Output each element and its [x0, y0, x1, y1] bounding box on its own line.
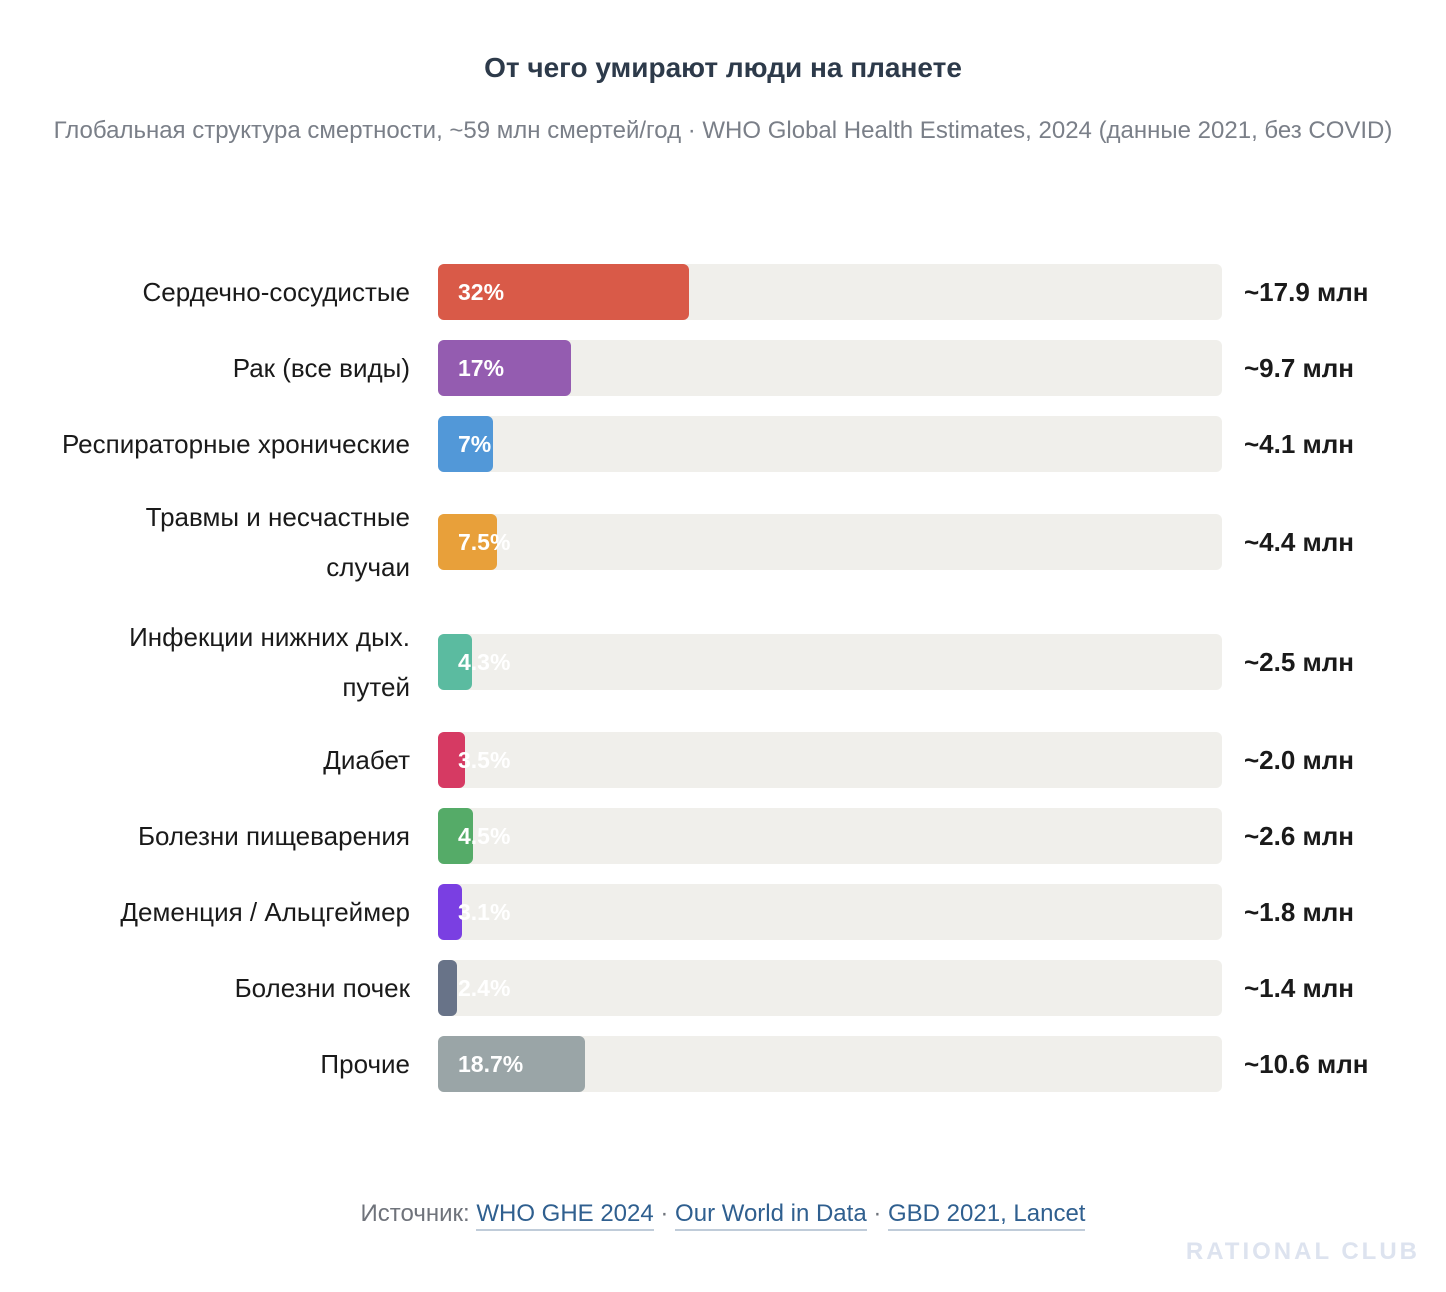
absolute-value-label: ~1.4 млн: [1244, 972, 1355, 1003]
bar: [438, 634, 472, 690]
percent-label: 18.7%: [458, 1051, 524, 1077]
bar-track: 18.7%: [438, 1036, 1222, 1092]
absolute-value-label: ~4.4 млн: [1244, 526, 1355, 557]
absolute-value-label: ~2.5 млн: [1244, 646, 1355, 677]
category-label: Диабет: [323, 745, 410, 775]
percent-label: 7.5%: [458, 529, 511, 555]
bar-row: Деменция / Альцгеймер 3.1% ~1.8 млн: [0, 884, 1446, 940]
category-label: Сердечно-сосудистые: [142, 277, 410, 307]
bar-row: Сердечно-сосудистые 32% ~17.9 млн: [0, 264, 1446, 320]
bar: [438, 884, 463, 940]
percent-label: 32%: [458, 279, 505, 305]
percent-label: 4.3%: [458, 649, 511, 675]
bar-track: 2.4%: [438, 960, 1222, 1016]
category-label: Деменция / Альцгеймер: [120, 897, 410, 927]
bar-row: Болезни почек 2.4% ~1.4 млн: [0, 960, 1446, 1016]
source-prefix: Источник:: [360, 1200, 477, 1227]
category-label: Болезни почек: [234, 973, 410, 1003]
bar-row: Травмы и несчастные случаи 7.5% ~4.4 млн: [0, 492, 1446, 592]
category-label: Прочие: [320, 1049, 410, 1079]
bar: [438, 514, 497, 570]
absolute-value-label: ~1.8 млн: [1244, 896, 1355, 927]
bar-row: Прочие 18.7% ~10.6 млн: [0, 1036, 1446, 1092]
percent-label: 4.5%: [458, 823, 511, 849]
chart-title: От чего умирают люди на планете: [484, 52, 962, 83]
absolute-value-label: ~2.6 млн: [1244, 820, 1355, 851]
percent-label: 7%: [458, 431, 492, 457]
brand-watermark: RATIONAL CLUB: [1185, 1238, 1420, 1265]
separator: ·: [866, 1200, 888, 1227]
bar: [438, 732, 466, 788]
bar: [438, 1036, 585, 1092]
bar-row: Инфекции нижних дых. путей 4.3% ~2.5 млн: [0, 612, 1446, 712]
category-label: Травмы и несчастные случаи: [145, 502, 410, 582]
chart-subtitle: Глобальная структура смертности, ~59 млн…: [53, 117, 1393, 144]
absolute-value-label: ~10.6 млн: [1244, 1048, 1369, 1079]
bar: [438, 264, 689, 320]
category-label: Инфекции нижних дых. путей: [129, 622, 410, 702]
percent-label: 3.5%: [458, 747, 511, 773]
bar-track: 7.5%: [438, 514, 1222, 570]
bar: [438, 416, 493, 472]
bar: [438, 340, 572, 396]
category-label: Респираторные хронические: [61, 429, 410, 459]
separator: ·: [653, 1200, 676, 1227]
absolute-value-label: ~2.0 млн: [1244, 744, 1355, 775]
bar-track: 7%: [438, 416, 1222, 472]
bar-row: Респираторные хронические 7% ~4.1 млн: [0, 416, 1446, 472]
bar-track: 4.3%: [438, 634, 1222, 690]
source-link-who[interactable]: WHO GHE 2024: [476, 1200, 654, 1231]
absolute-value-label: ~17.9 млн: [1244, 276, 1369, 307]
bar-rows: Сердечно-сосудистые 32% ~17.9 млн Рак (все …: [0, 264, 1446, 1112]
source-link-owid[interactable]: Our World in Data: [675, 1200, 867, 1231]
source-link-gbd[interactable]: GBD 2021, Lancet: [888, 1200, 1086, 1231]
absolute-value-label: ~9.7 млн: [1244, 352, 1355, 383]
bar-track: 17%: [438, 340, 1222, 396]
source-footer: Источник: WHO GHE 2024 · Our World in Da…: [0, 1200, 1446, 1231]
bar: [438, 808, 474, 864]
bar: [438, 960, 457, 1016]
percent-label: 3.1%: [458, 899, 511, 925]
bar-track: 4.5%: [438, 808, 1222, 864]
percent-label: 2.4%: [458, 975, 511, 1001]
bar-row: Рак (все виды) 17% ~9.7 млн: [0, 340, 1446, 396]
category-label: Болезни пищеварения: [137, 821, 410, 851]
absolute-value-label: ~4.1 млн: [1244, 428, 1355, 459]
category-label: Рак (все виды): [232, 353, 410, 383]
bar-row: Диабет 3.5% ~2.0 млн: [0, 732, 1446, 788]
bar-track: 3.5%: [438, 732, 1222, 788]
bar-track: 32%: [438, 264, 1222, 320]
bar-row: Болезни пищеварения 4.5% ~2.6 млн: [0, 808, 1446, 864]
bar-track: 3.1%: [438, 884, 1222, 940]
percent-label: 17%: [458, 355, 505, 381]
